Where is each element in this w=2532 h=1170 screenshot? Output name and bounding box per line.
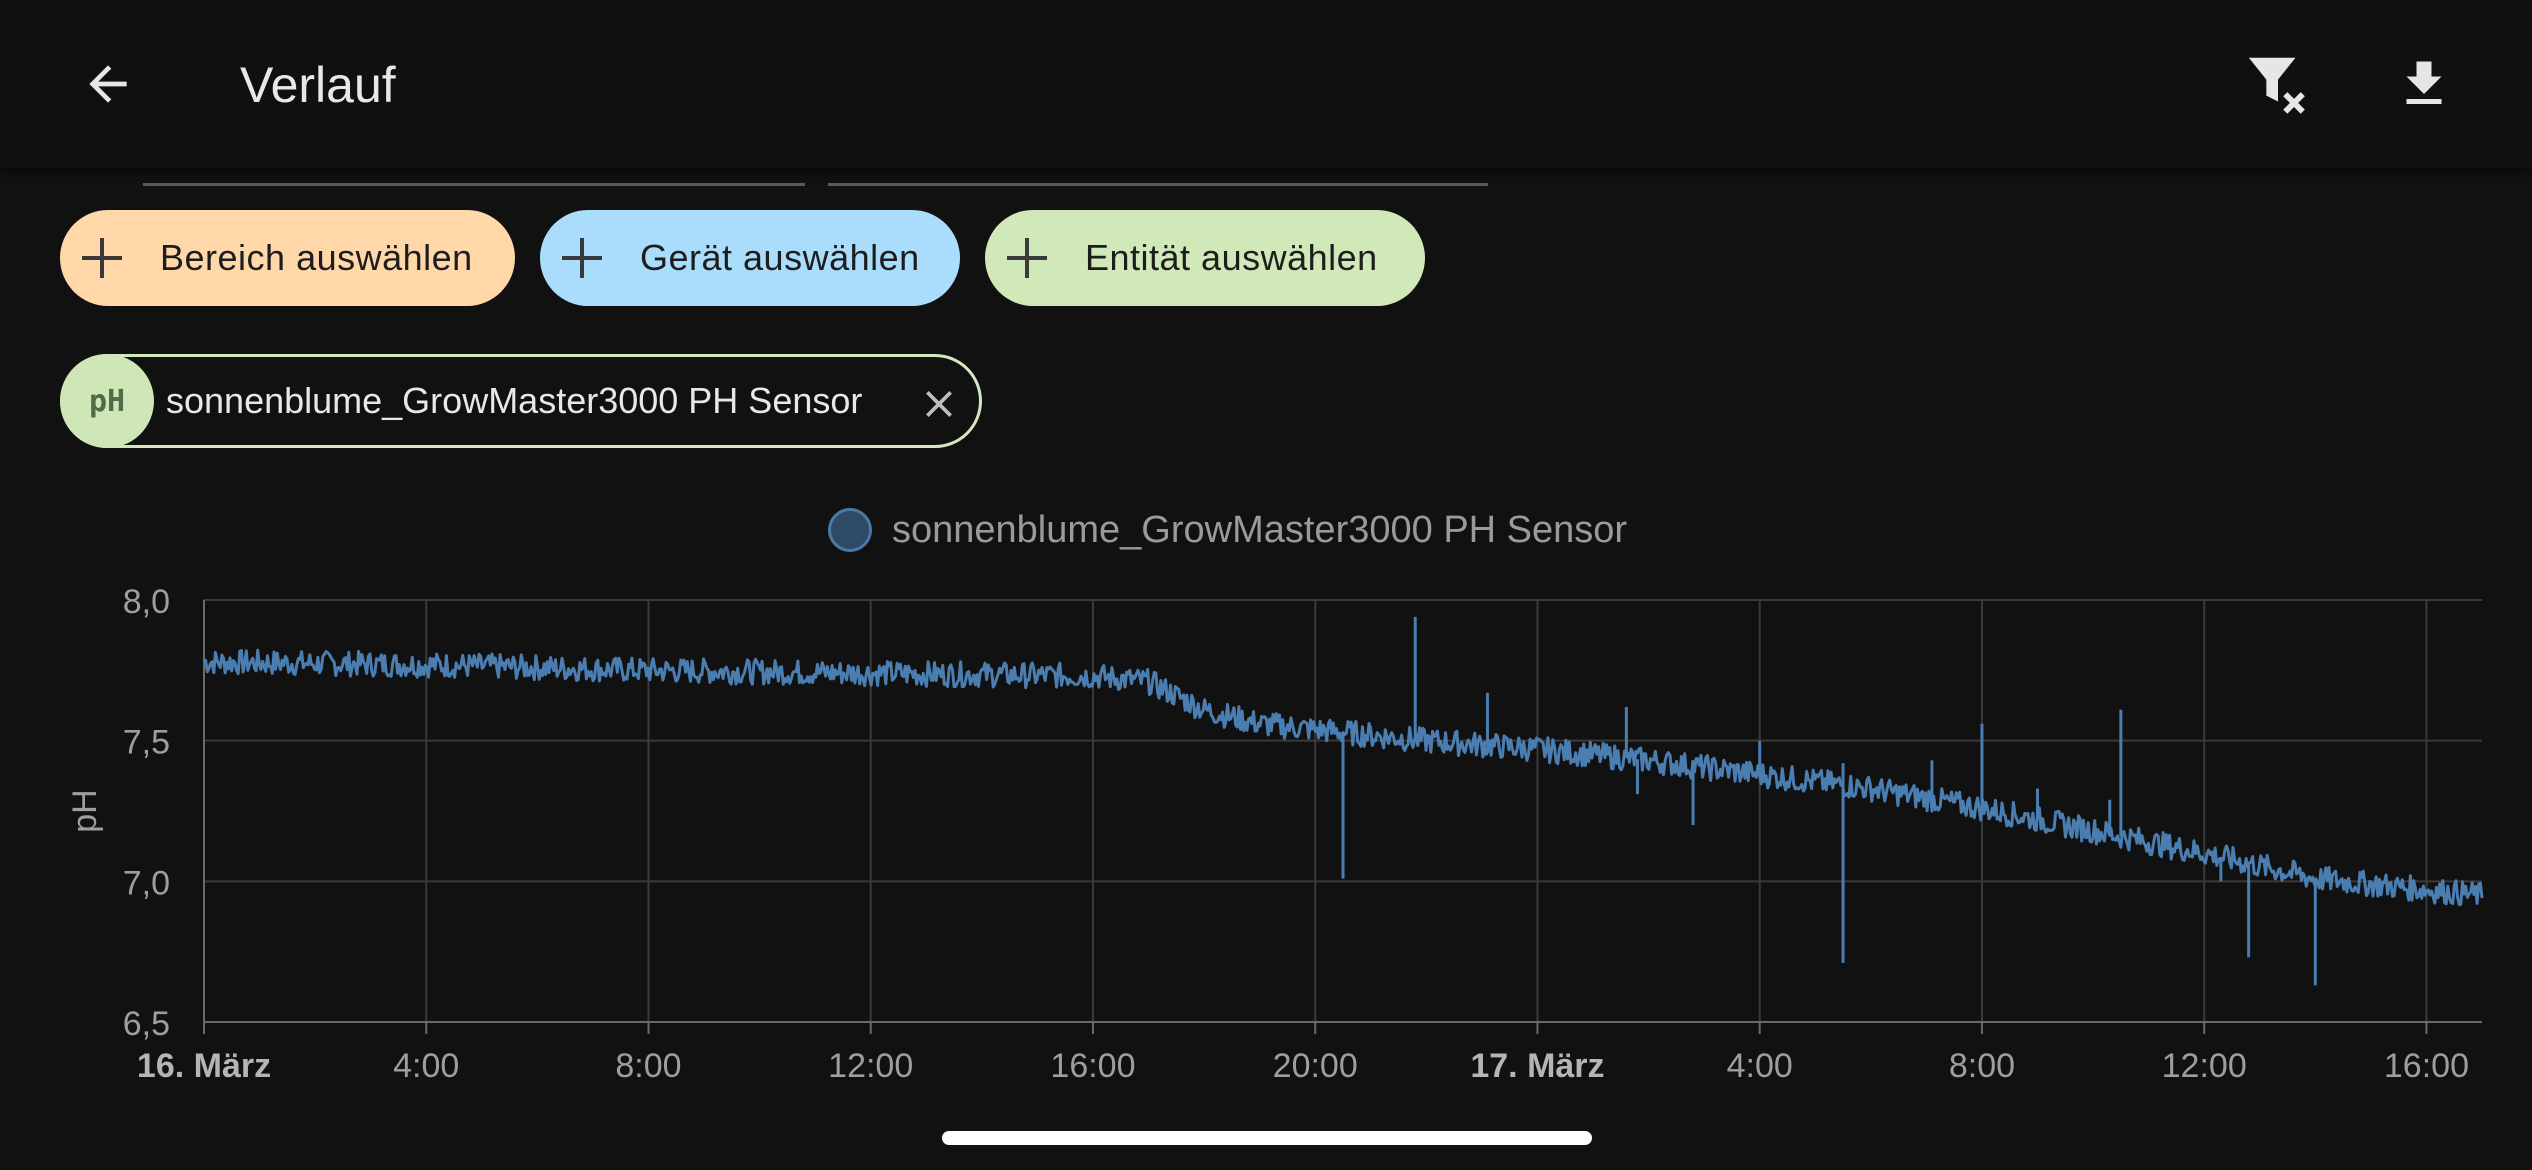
- area-filter-chip[interactable]: Bereich auswählen: [60, 210, 515, 306]
- top-app-bar: Verlauf: [0, 0, 2532, 168]
- chart-legend-item[interactable]: sonnenblume_GrowMaster3000 PH Sensor: [828, 500, 1627, 560]
- legend-label: sonnenblume_GrowMaster3000 PH Sensor: [892, 508, 1628, 551]
- x-tick-label: 4:00: [393, 1047, 459, 1085]
- x-tick-label: 8:00: [615, 1047, 681, 1085]
- area-filter-label: Bereich auswählen: [160, 237, 473, 278]
- device-filter-label: Gerät auswählen: [640, 237, 920, 278]
- x-tick-label: 16:00: [2384, 1047, 2469, 1085]
- y-tick-label: 8,0: [123, 583, 170, 621]
- plus-icon: [82, 238, 122, 278]
- y-tick-label: 6,5: [123, 1005, 170, 1043]
- selected-entity-chip[interactable]: pH sonnenblume_GrowMaster3000 PH Sensor: [60, 354, 982, 448]
- entity-filter-label: Entität auswählen: [1085, 237, 1378, 278]
- ph-history-chart[interactable]: 8,0 7,5 7,0 6,5 16. März 4:00 8:00 12:00 16:00 20…: [0, 570, 2532, 1110]
- arrow-left-icon: [89, 65, 127, 103]
- device-filter-chip[interactable]: Gerät auswählen: [540, 210, 960, 306]
- legend-color-dot: [828, 508, 872, 552]
- y-tick-label: 7,0: [123, 864, 170, 902]
- x-tick-label: 12:00: [2162, 1047, 2247, 1085]
- filter-remove-icon: [2248, 57, 2305, 114]
- clear-filters-button[interactable]: [2238, 44, 2318, 124]
- y-axis-title: pH: [66, 789, 104, 832]
- ph-icon: pH: [60, 354, 154, 448]
- back-button[interactable]: [72, 48, 144, 120]
- x-tick-label: 16. März: [137, 1047, 271, 1085]
- y-tick-label: 7,5: [123, 724, 170, 762]
- download-button[interactable]: [2384, 44, 2464, 124]
- close-icon[interactable]: [919, 384, 959, 424]
- x-tick-label: 12:00: [828, 1047, 913, 1085]
- page-title: Verlauf: [240, 57, 396, 113]
- x-tick-label: 17. März: [1470, 1047, 1604, 1085]
- selected-entity-label: sonnenblume_GrowMaster3000 PH Sensor: [166, 380, 863, 421]
- x-tick-label: 4:00: [1727, 1047, 1793, 1085]
- x-tick-label: 16:00: [1050, 1047, 1135, 1085]
- entity-filter-chip[interactable]: Entität auswählen: [985, 210, 1425, 306]
- plus-icon: [562, 238, 602, 278]
- home-indicator: [942, 1131, 1592, 1145]
- end-date-field[interactable]: [828, 183, 1488, 186]
- x-tick-label: 20:00: [1273, 1047, 1358, 1085]
- start-date-field[interactable]: [143, 183, 805, 186]
- plus-icon: [1007, 238, 1047, 278]
- x-tick-label: 8:00: [1949, 1047, 2015, 1085]
- download-icon: [2406, 61, 2442, 104]
